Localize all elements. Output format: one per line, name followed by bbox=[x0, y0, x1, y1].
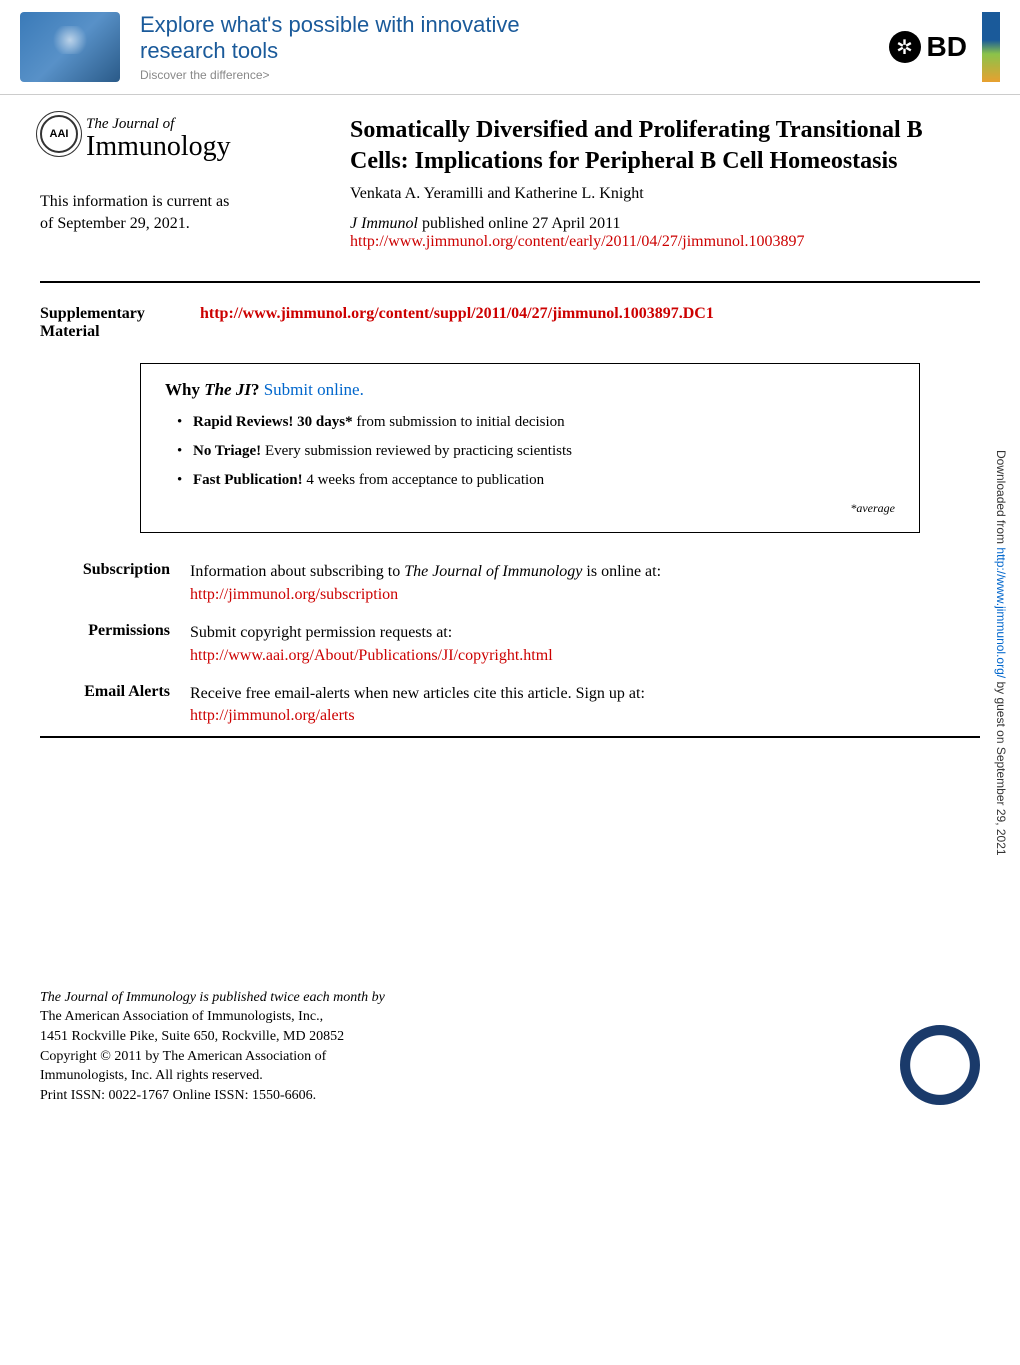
banner-title-line1: Explore what's possible with innovative bbox=[140, 12, 889, 38]
article-authors: Venkata A. Yeramilli and Katherine L. Kn… bbox=[350, 185, 980, 203]
email-alerts-content: Receive free email-alerts when new artic… bbox=[190, 683, 980, 728]
bd-star-icon: ✲ bbox=[889, 31, 921, 63]
journal-abbrev: J Immunol bbox=[350, 215, 418, 232]
subscription-link[interactable]: http://jimmunol.org/subscription bbox=[190, 586, 398, 603]
footer-text: The Journal of Immunology is published t… bbox=[40, 988, 385, 1106]
why-list-item: No Triage! Every submission reviewed by … bbox=[177, 443, 895, 460]
bd-logo[interactable]: ✲ BD bbox=[889, 31, 967, 63]
why-list-item: Fast Publication! 4 weeks from acceptanc… bbox=[177, 472, 895, 489]
page-footer: The Journal of Immunology is published t… bbox=[0, 978, 1020, 1126]
permissions-label: Permissions bbox=[40, 622, 170, 640]
download-note-vertical: Downloaded from http://www.jimmunol.org/… bbox=[994, 450, 1008, 856]
subscription-content: Information about subscribing to The Jou… bbox=[190, 561, 980, 606]
aai-footer-seal-icon bbox=[900, 1025, 980, 1105]
supplementary-link[interactable]: http://www.jimmunol.org/content/suppl/20… bbox=[200, 305, 714, 341]
permissions-row: Permissions Submit copyright permission … bbox=[0, 614, 1020, 675]
email-alerts-row: Email Alerts Receive free email-alerts w… bbox=[0, 675, 1020, 736]
why-list-item: Rapid Reviews! 30 days* from submission … bbox=[177, 414, 895, 431]
banner-tagline: Discover the difference> bbox=[140, 68, 889, 82]
journal-logo: AAI The Journal of Immunology bbox=[40, 115, 320, 161]
footer-seal-inner bbox=[918, 1043, 962, 1087]
banner-thumbnail bbox=[20, 12, 120, 82]
subscription-label: Subscription bbox=[40, 561, 170, 579]
journal-name-main: Immunology bbox=[86, 131, 231, 162]
why-submit-box: Why The JI? Submit online. Rapid Reviews… bbox=[140, 363, 920, 533]
email-alerts-label: Email Alerts bbox=[40, 683, 170, 701]
supplementary-section: Supplementary Material http://www.jimmun… bbox=[0, 293, 1020, 353]
email-alerts-link[interactable]: http://jimmunol.org/alerts bbox=[190, 707, 355, 724]
journal-name-prefix: The Journal of bbox=[86, 116, 174, 132]
banner-title-line2: research tools bbox=[140, 38, 889, 64]
download-source-link[interactable]: http://www.jimmunol.org/ bbox=[994, 547, 1008, 678]
article-header: AAI The Journal of Immunology This infor… bbox=[0, 95, 1020, 271]
banner-color-bar bbox=[982, 12, 1000, 82]
average-footnote: *average bbox=[165, 501, 895, 516]
submit-online-link[interactable]: Submit online. bbox=[264, 380, 364, 399]
divider-1 bbox=[40, 281, 980, 283]
why-list: Rapid Reviews! 30 days* from submission … bbox=[165, 414, 895, 489]
permissions-link[interactable]: http://www.aai.org/About/Publications/JI… bbox=[190, 647, 553, 664]
aai-seal-icon: AAI bbox=[40, 115, 78, 153]
currency-note: This information is current as of Septem… bbox=[40, 191, 320, 236]
ad-banner: Explore what's possible with innovative … bbox=[0, 0, 1020, 95]
supplementary-label: Supplementary Material bbox=[40, 305, 180, 341]
banner-text-block: Explore what's possible with innovative … bbox=[140, 12, 889, 82]
header-left-column: AAI The Journal of Immunology This infor… bbox=[40, 115, 320, 251]
article-title: Somatically Diversified and Proliferatin… bbox=[350, 115, 980, 177]
why-title: Why The JI? Submit online. bbox=[165, 380, 895, 400]
footer-divider bbox=[40, 736, 980, 738]
bd-logo-text: BD bbox=[927, 31, 967, 63]
article-meta: Somatically Diversified and Proliferatin… bbox=[350, 115, 980, 251]
permissions-content: Submit copyright permission requests at:… bbox=[190, 622, 980, 667]
doi-link[interactable]: http://www.jimmunol.org/content/early/20… bbox=[350, 233, 805, 250]
publication-info: J Immunol published online 27 April 2011… bbox=[350, 215, 980, 251]
subscription-row: Subscription Information about subscribi… bbox=[0, 553, 1020, 614]
journal-name-block: The Journal of Immunology bbox=[86, 115, 231, 161]
